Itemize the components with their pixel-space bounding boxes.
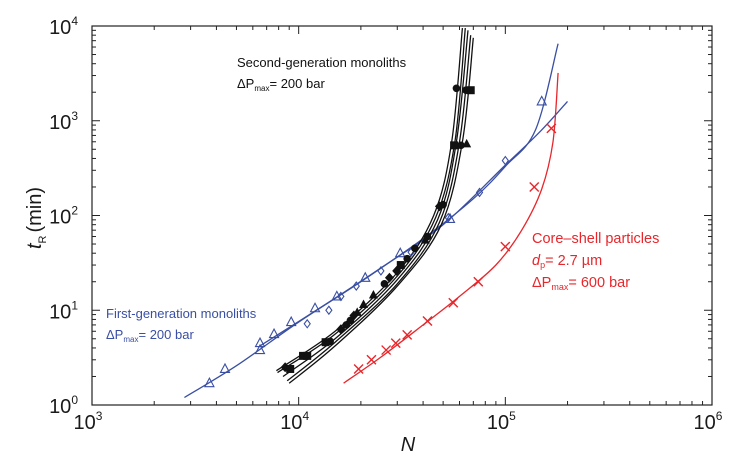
data-point <box>285 315 297 327</box>
data-point <box>219 362 231 374</box>
second-gen-pressure: ΔPmax= 200 bar <box>237 76 325 93</box>
x-tick-label: 105 <box>487 409 516 434</box>
cross-stroke <box>381 345 392 356</box>
first-gen-pressure: ΔPmax= 200 bar <box>106 327 194 344</box>
data-point <box>352 281 360 291</box>
data-point <box>536 95 548 106</box>
data-point <box>299 351 308 360</box>
data-point <box>309 302 321 313</box>
data-point <box>377 266 385 276</box>
data-point <box>444 212 456 223</box>
cross-stroke <box>529 181 540 192</box>
data-point <box>411 244 419 253</box>
cross-stroke <box>448 297 459 308</box>
svg-text:tR(min): tR (min) <box>24 187 49 249</box>
data-point <box>286 364 295 373</box>
second-gen-title: Second-generation monoliths <box>237 55 407 70</box>
y-axis-label-unit: (min) <box>24 187 46 233</box>
data-point <box>475 187 484 198</box>
data-point <box>204 376 215 388</box>
y-tick-label: 100 <box>49 393 78 418</box>
data-point <box>359 271 371 282</box>
y-axis-label-symbol: t <box>24 242 46 249</box>
data-point <box>303 318 311 329</box>
data-point <box>422 316 433 326</box>
fit-curve <box>184 43 559 399</box>
y-axis-label: tR (min) <box>24 187 49 249</box>
cross-stroke <box>353 363 364 374</box>
data-point <box>254 343 266 355</box>
data-point <box>352 307 362 316</box>
fit-curve <box>286 35 472 382</box>
data-point <box>353 363 364 374</box>
y-tick-label: 104 <box>49 14 78 39</box>
data-point <box>529 181 540 192</box>
cross-stroke <box>500 241 511 252</box>
core-shell-pressure: ΔPmax= 600 bar <box>532 275 630 292</box>
data-point <box>254 336 266 348</box>
data-point <box>500 241 511 252</box>
data-point <box>473 276 484 287</box>
fit-curve <box>343 72 559 384</box>
cross-stroke <box>390 338 401 349</box>
cross-stroke <box>402 329 413 340</box>
data-point <box>394 247 406 258</box>
data-point <box>452 84 461 93</box>
core-shell-title: Core–shell particles <box>532 231 659 247</box>
data-point <box>326 337 334 346</box>
data-point <box>381 345 392 356</box>
data-point <box>444 212 453 223</box>
data-markers <box>204 84 557 388</box>
data-point <box>403 254 411 263</box>
y-tick-label: 101 <box>49 298 78 323</box>
data-point <box>402 329 413 340</box>
data-point <box>268 327 280 339</box>
x-axis-label: N <box>401 434 416 456</box>
y-tick-label: 103 <box>49 109 78 134</box>
data-point <box>462 138 472 148</box>
data-point <box>359 299 369 308</box>
first-gen-title: First-generation monoliths <box>106 306 257 321</box>
tick-labels: 103 104 105 106 100 101 102 103 104 <box>49 14 723 434</box>
x-tick-label: 104 <box>280 409 309 434</box>
fit-curve <box>259 100 568 347</box>
cross-stroke <box>366 354 377 365</box>
data-point <box>366 354 377 365</box>
data-point <box>423 232 432 241</box>
data-point <box>303 351 312 360</box>
data-point <box>384 272 394 283</box>
cross-stroke <box>546 123 557 134</box>
data-point <box>439 200 447 209</box>
fit-curve <box>276 28 464 372</box>
data-point <box>501 155 510 166</box>
x-tick-label: 106 <box>694 409 723 434</box>
plot-frame <box>91 25 713 406</box>
y-axis-label-sub: R <box>37 235 49 243</box>
data-point <box>546 123 557 134</box>
data-point <box>325 305 333 316</box>
data-point <box>396 261 405 270</box>
data-point <box>321 338 330 347</box>
cross-stroke <box>473 276 484 287</box>
data-point <box>448 297 459 308</box>
core-shell-diameter: dp= 2.7 µm <box>532 253 602 270</box>
data-point <box>337 291 345 302</box>
cross-stroke <box>422 316 433 326</box>
data-point <box>466 86 475 95</box>
fit-curve <box>277 28 466 374</box>
data-point <box>368 289 378 299</box>
axis-ticks <box>91 25 713 406</box>
data-point <box>450 141 459 150</box>
data-point <box>380 280 389 288</box>
y-tick-label: 102 <box>49 204 78 229</box>
fit-curve <box>288 37 474 384</box>
x-tick-label: 103 <box>74 409 103 434</box>
data-point <box>390 338 401 349</box>
